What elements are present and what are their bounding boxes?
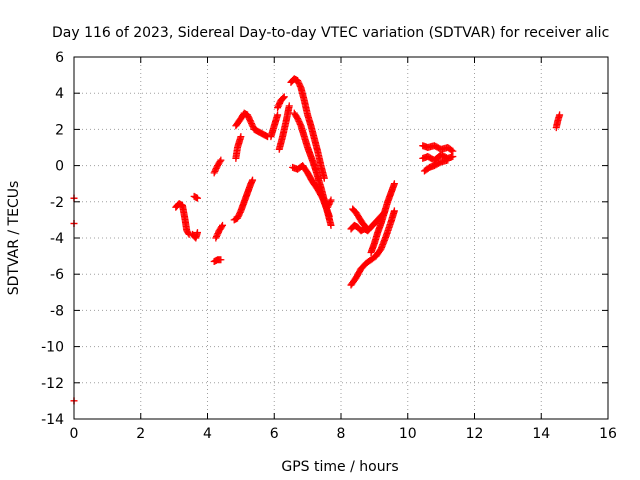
y-tick-label: -6: [50, 267, 64, 283]
y-tick-label: -8: [50, 303, 64, 319]
data-point: [219, 221, 227, 229]
x-tick-label: 16: [599, 426, 617, 442]
data-point: [327, 221, 335, 229]
data-track: [267, 111, 282, 141]
x-tick-label: 4: [203, 426, 212, 442]
x-axis-label: GPS time / hours: [281, 459, 398, 475]
data-track: [188, 229, 201, 242]
y-tick-label: 0: [55, 159, 64, 175]
data-track: [212, 221, 227, 242]
data-point: [444, 156, 452, 164]
x-tick-label: 8: [337, 426, 346, 442]
y-tick-label: 4: [55, 86, 64, 102]
data-track: [274, 93, 288, 112]
data-track: [190, 192, 201, 202]
y-tick-label: 2: [55, 122, 64, 138]
y-axis-label: SDTVAR / TECUs: [6, 181, 22, 296]
y-tick-label: -10: [41, 340, 64, 356]
y-tick-label: -12: [41, 376, 64, 392]
y-tick-label: -4: [50, 231, 64, 247]
data-point: [193, 194, 201, 202]
data-point: [274, 111, 282, 119]
data-point: [449, 153, 457, 161]
y-tick-label: -2: [50, 195, 64, 211]
data-point: [361, 222, 369, 230]
data-point: [249, 176, 257, 184]
data-point: [325, 212, 333, 220]
data-track: [347, 207, 398, 289]
chart-title: Day 116 of 2023, Sidereal Day-to-day VTE…: [52, 25, 609, 41]
data-track: [324, 196, 335, 211]
data-point: [217, 256, 225, 264]
data-point: [237, 133, 245, 141]
data-point: [285, 102, 293, 110]
data-track: [289, 162, 333, 220]
grid-lines: [74, 57, 608, 419]
data-track: [275, 102, 293, 153]
data-track: [349, 205, 370, 231]
data-track: [287, 75, 328, 182]
data-track: [232, 109, 272, 141]
y-tick-label: -14: [41, 412, 64, 428]
data-point: [193, 229, 201, 237]
data-track: [172, 200, 193, 238]
data-point: [279, 94, 287, 102]
x-tick-label: 2: [136, 426, 145, 442]
x-tick-label: 14: [532, 426, 550, 442]
data-track: [210, 156, 225, 177]
y-tick-label: 6: [55, 50, 64, 66]
x-tick-label: 10: [399, 426, 417, 442]
data-track: [419, 151, 457, 164]
data-point: [390, 180, 398, 188]
data-marks: [70, 75, 564, 405]
data-point: [327, 196, 335, 204]
x-tick-label: 6: [270, 426, 279, 442]
data-point: [218, 223, 226, 231]
data-track: [419, 142, 457, 155]
data-point: [362, 223, 370, 231]
data-point: [184, 229, 192, 237]
data-point: [320, 174, 328, 182]
data-track: [230, 176, 257, 224]
data-track: [367, 180, 398, 256]
x-tick-label: 12: [466, 426, 484, 442]
data-point: [326, 197, 334, 205]
data-point: [448, 146, 456, 154]
y-axis-ticks: -14 -12 -10 -8 -6 -4 -2 0 2 4 6: [41, 50, 608, 428]
data-track: [210, 256, 225, 266]
data-point: [217, 156, 225, 164]
data-track: [232, 133, 245, 162]
data-point: [556, 111, 564, 119]
data-point: [390, 207, 398, 215]
data-track: [552, 111, 564, 132]
data-track: [420, 156, 452, 175]
x-tick-label: 0: [70, 426, 79, 442]
x-axis-ticks: 0 2 4 6 8 10 12 14 16: [70, 57, 617, 442]
data-point: [280, 93, 288, 101]
data-point: [216, 158, 224, 166]
